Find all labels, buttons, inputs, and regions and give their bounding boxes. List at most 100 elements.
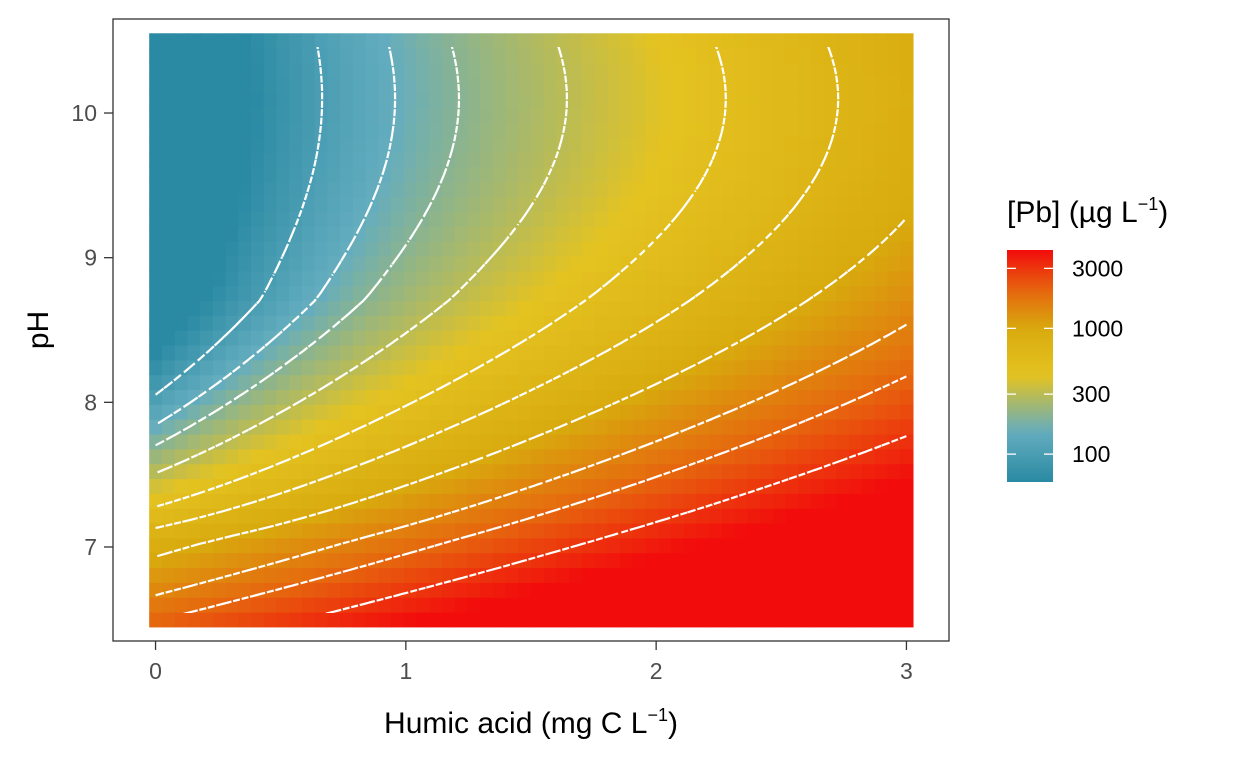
heat-cell [327,597,341,613]
heat-cell [569,344,583,361]
heat-cell [251,48,265,64]
heat-cell [225,137,239,153]
heat-cell [378,77,392,94]
heat-cell [900,48,914,64]
heat-cell [671,33,685,49]
heat-cell [238,552,252,569]
heat-cell [887,181,901,198]
heat-cell [492,552,507,569]
heat-cell [543,122,558,138]
heat-cell [620,582,634,598]
heat-cell [378,196,392,213]
heat-cell [454,419,469,435]
heat-cell [836,493,850,509]
heat-cell [391,508,405,524]
heat-cell [480,389,494,405]
heat-cell [632,107,647,123]
heat-cell [811,419,825,435]
heat-cell [149,463,163,480]
heat-cell [314,522,329,539]
heat-cell [887,611,901,628]
heat-cell [620,404,634,420]
heat-cell [454,285,469,302]
heat-cell [887,567,901,583]
heat-cell [785,567,799,583]
heat-cell [874,448,889,465]
heat-cell [823,478,838,494]
heat-cell [632,77,647,94]
heat-cell [747,552,761,569]
heat-cell [492,463,507,480]
heat-cell [760,344,774,361]
heat-cell [174,226,189,242]
heat-cell [823,122,838,138]
heat-cell [531,404,545,420]
heat-cell [314,137,329,153]
heat-cell [696,389,710,405]
heat-cell [900,493,914,509]
heat-cell [174,151,189,168]
heat-cell [174,166,189,183]
heat-cell [327,33,341,49]
heat-cell [772,48,787,64]
heat-cell [225,270,239,287]
heat-cell [480,240,494,257]
heat-cell [441,196,456,213]
heat-cell [747,300,761,316]
heat-cell [671,122,685,138]
heat-cell [798,330,812,346]
heat-cell [620,196,634,213]
heat-cell [785,270,799,287]
heat-cell [200,330,214,346]
y-tick-label: 9 [84,245,97,271]
heat-cell [543,92,558,109]
heat-cell [581,330,596,346]
heat-cell [709,493,723,509]
heat-cell [352,315,367,331]
heat-cell [531,166,545,183]
heat-cell [492,597,507,613]
heat-cell [658,122,672,138]
heat-cell [416,226,430,242]
heat-cell [849,166,863,183]
heat-cell [900,389,914,405]
heat-cell [645,493,659,509]
heat-cell [772,537,787,554]
heat-cell [403,181,418,198]
contour-line [324,435,907,613]
heat-cell [301,285,316,302]
heat-cell [683,611,698,628]
heat-cell [225,404,239,420]
heat-cell [632,285,647,302]
heat-cell [581,493,596,509]
heat-cell [340,508,354,524]
heat-cell [187,226,201,242]
heat-cell [161,240,176,257]
heat-cell [836,611,850,628]
heat-cell [263,478,278,494]
heat-cell [238,404,252,420]
heat-cell [429,137,443,153]
heat-cell [263,567,278,583]
heat-cell [747,77,761,94]
heat-cell [531,211,545,227]
heat-cell [734,255,749,272]
heat-cell [340,181,354,198]
heat-cell [900,537,914,554]
heat-cell [709,359,723,376]
heat-cell [760,463,774,480]
heat-cell [531,567,545,583]
heat-cell [798,404,812,420]
heat-cell [391,567,405,583]
heat-cell [149,597,163,613]
heat-cell [696,552,710,569]
heat-cell [874,522,889,539]
heat-cell [225,330,239,346]
heat-cell [721,285,736,302]
heat-cell [149,522,163,539]
heat-cell [823,374,838,391]
x-axis-title: Humic acid (mg C L−1) [384,705,678,740]
heat-cell [391,359,405,376]
heat-cell [836,433,850,450]
heat-cell [581,582,596,598]
